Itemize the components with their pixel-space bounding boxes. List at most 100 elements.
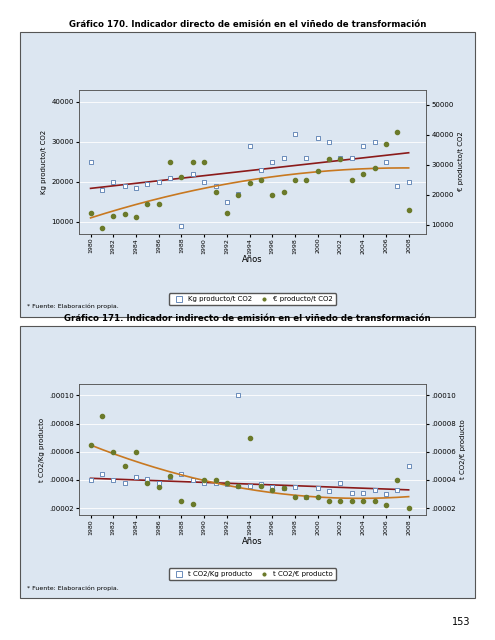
Point xyxy=(382,156,390,166)
Point xyxy=(325,486,333,497)
Point xyxy=(359,141,367,151)
Point xyxy=(200,477,208,488)
Point xyxy=(155,198,163,209)
Point xyxy=(166,472,174,482)
Point xyxy=(155,177,163,187)
Point xyxy=(234,390,242,401)
Point xyxy=(121,180,129,191)
Point xyxy=(189,499,197,509)
Point xyxy=(382,500,390,511)
Point xyxy=(234,188,242,198)
Point xyxy=(257,479,265,490)
Point xyxy=(200,177,208,187)
Point xyxy=(246,433,253,443)
Point xyxy=(144,179,151,189)
Y-axis label: Kg producto/t CO2: Kg producto/t CO2 xyxy=(41,129,47,194)
Point xyxy=(132,472,140,482)
Point xyxy=(109,475,117,485)
Point xyxy=(405,461,413,471)
Point xyxy=(246,177,253,188)
Point xyxy=(268,189,276,200)
Point xyxy=(246,481,253,491)
Point xyxy=(268,484,276,495)
Point xyxy=(302,152,310,163)
Point xyxy=(325,154,333,164)
Legend: t CO2/Kg producto, t CO2/€ producto: t CO2/Kg producto, t CO2/€ producto xyxy=(169,568,336,580)
Point xyxy=(405,205,413,215)
Point xyxy=(371,484,379,495)
Point xyxy=(132,182,140,193)
Point xyxy=(371,496,379,506)
Point xyxy=(257,164,265,175)
Point xyxy=(234,481,242,491)
Point xyxy=(223,477,231,488)
Point xyxy=(314,492,322,502)
Point xyxy=(109,447,117,457)
Point xyxy=(268,482,276,492)
Point xyxy=(394,475,401,485)
Point xyxy=(178,469,186,479)
Text: * Fuente: Elaboración propia.: * Fuente: Elaboración propia. xyxy=(27,585,119,591)
Point xyxy=(371,163,379,173)
Point xyxy=(394,484,401,495)
Point xyxy=(302,492,310,502)
Point xyxy=(348,496,356,506)
Point xyxy=(121,477,129,488)
Point xyxy=(246,141,253,151)
Point xyxy=(87,207,95,218)
Point xyxy=(189,475,197,485)
Point xyxy=(121,209,129,220)
Point xyxy=(337,477,345,488)
Point xyxy=(98,412,106,422)
X-axis label: Años: Años xyxy=(242,536,263,546)
Point xyxy=(98,469,106,479)
Text: Gráfico 171. Indicador indirecto de emisión en el viñedo de transformación: Gráfico 171. Indicador indirecto de emis… xyxy=(64,314,431,323)
Point xyxy=(268,156,276,166)
Point xyxy=(302,492,310,502)
Point xyxy=(87,440,95,450)
Point xyxy=(348,152,356,163)
Point xyxy=(337,154,345,164)
Point xyxy=(382,138,390,148)
Point xyxy=(325,136,333,147)
Point xyxy=(371,136,379,147)
Point xyxy=(348,175,356,185)
Point xyxy=(314,166,322,176)
Text: 153: 153 xyxy=(452,617,470,627)
Point xyxy=(155,477,163,488)
Point xyxy=(348,488,356,498)
Text: Gráfico 170. Indicador directo de emisión en el viñedo de transformación: Gráfico 170. Indicador directo de emisió… xyxy=(69,20,426,29)
Y-axis label: t CO2/Kg producto: t CO2/Kg producto xyxy=(39,417,45,482)
Point xyxy=(121,461,129,471)
Point xyxy=(302,175,310,185)
Point xyxy=(189,168,197,179)
X-axis label: Años: Años xyxy=(242,255,263,264)
Point xyxy=(280,483,288,493)
Point xyxy=(166,172,174,183)
Point xyxy=(280,483,288,493)
Point xyxy=(405,177,413,187)
Point xyxy=(166,470,174,481)
Point xyxy=(98,184,106,195)
Point xyxy=(280,186,288,196)
Point xyxy=(325,496,333,506)
Point xyxy=(337,496,345,506)
Point xyxy=(211,180,219,191)
Point xyxy=(359,168,367,179)
Point xyxy=(178,496,186,506)
Point xyxy=(359,488,367,498)
Point xyxy=(314,483,322,493)
Point xyxy=(132,212,140,222)
Point xyxy=(87,475,95,485)
Legend: Kg producto/t CO2, € producto/t CO2: Kg producto/t CO2, € producto/t CO2 xyxy=(169,294,336,305)
Y-axis label: € producto/t CO2: € producto/t CO2 xyxy=(458,132,464,191)
Text: * Fuente: Elaboración propia.: * Fuente: Elaboración propia. xyxy=(27,303,119,309)
Point xyxy=(291,492,299,502)
Point xyxy=(314,132,322,143)
Point xyxy=(394,127,401,137)
Point xyxy=(291,175,299,185)
Point xyxy=(109,211,117,221)
Point xyxy=(291,129,299,139)
Point xyxy=(211,186,219,196)
Point xyxy=(144,474,151,484)
